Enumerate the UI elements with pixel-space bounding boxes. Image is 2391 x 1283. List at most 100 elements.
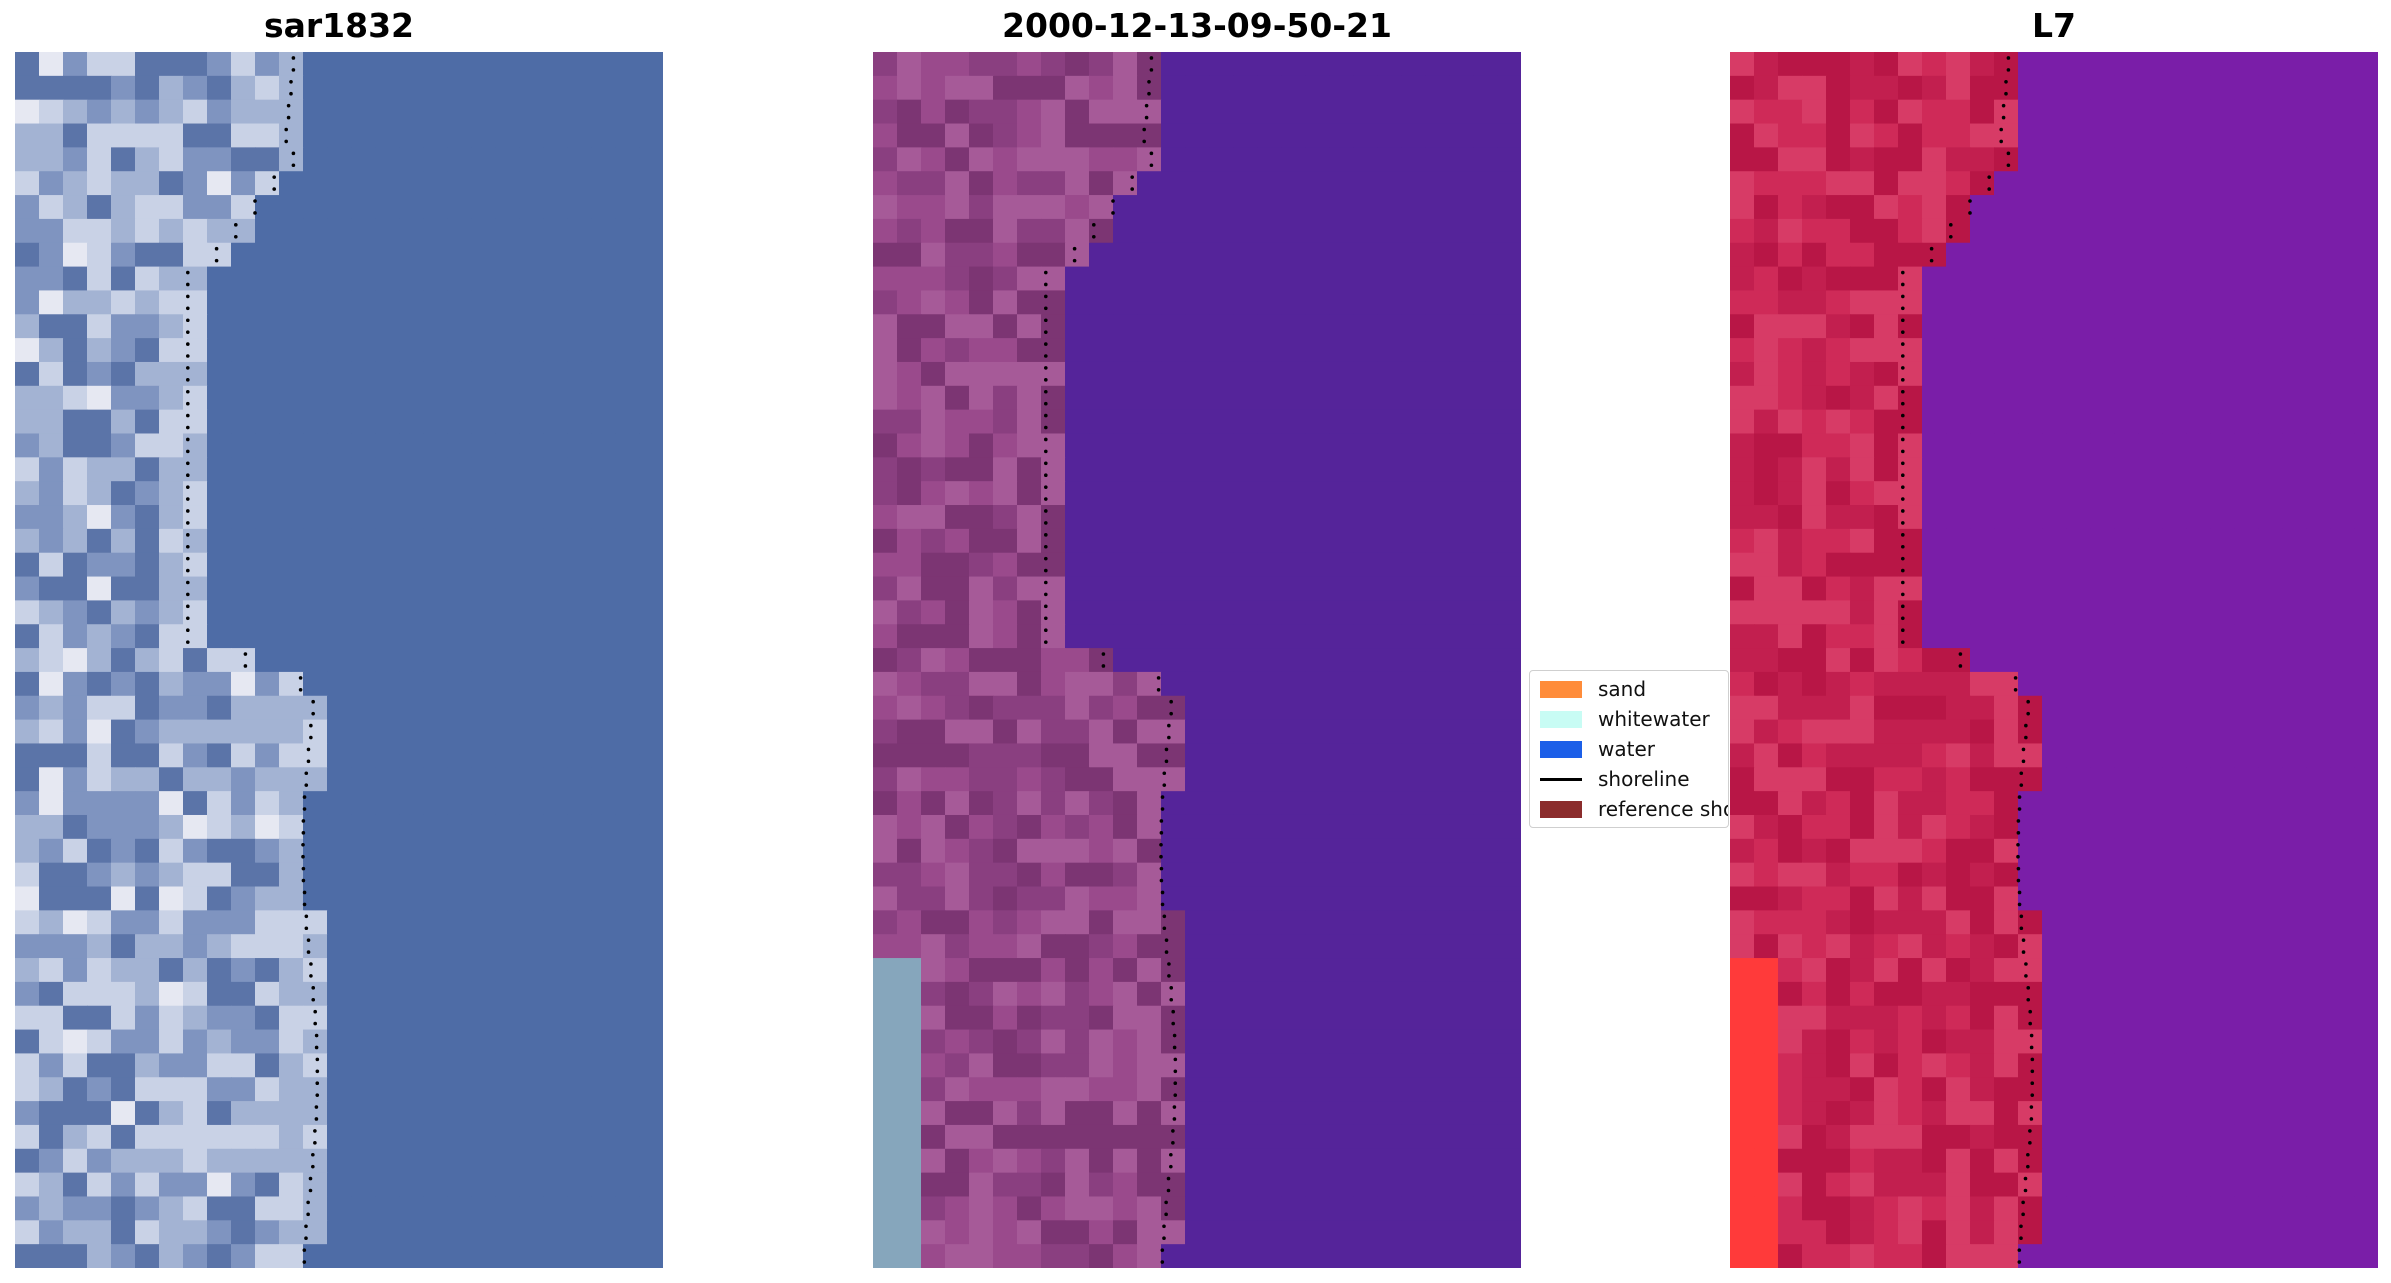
image-pixel <box>615 338 640 363</box>
image-pixel <box>1017 1244 1042 1268</box>
image-pixel <box>2138 1029 2163 1055</box>
image-pixel <box>1185 743 1210 768</box>
image-pixel <box>2186 481 2211 506</box>
image-pixel <box>1329 1172 1354 1198</box>
image-pixel <box>1065 1029 1090 1055</box>
image-pixel <box>1994 75 2019 101</box>
image-pixel <box>15 910 40 935</box>
image-pixel <box>1850 862 1875 888</box>
image-pixel <box>543 433 568 458</box>
shoreline-point <box>186 544 190 549</box>
image-pixel <box>1017 552 1042 578</box>
image-pixel <box>1257 1077 1282 1102</box>
image-pixel <box>2282 99 2307 125</box>
image-pixel <box>2282 1244 2307 1268</box>
image-pixel <box>1161 934 1186 959</box>
image-pixel <box>1233 123 1258 148</box>
image-pixel <box>1017 75 1042 101</box>
image-pixel <box>1041 481 1066 506</box>
image-pixel <box>1874 266 1899 292</box>
image-pixel <box>1353 457 1378 482</box>
image-pixel <box>159 171 184 196</box>
image-pixel <box>447 934 472 959</box>
image-pixel <box>1946 361 1971 387</box>
image-pixel <box>1065 886 1090 911</box>
image-pixel <box>255 457 280 482</box>
image-pixel <box>1065 123 1090 148</box>
image-pixel <box>639 958 663 983</box>
image-pixel <box>471 195 496 220</box>
shoreline-point <box>1160 1260 1165 1264</box>
water-swatch <box>1540 740 1582 758</box>
image-pixel <box>1497 481 1521 506</box>
image-pixel <box>1209 218 1234 244</box>
shoreline-point <box>286 103 291 108</box>
image-pixel <box>1041 52 1066 77</box>
image-pixel <box>2258 195 2283 220</box>
image-pixel <box>1425 99 1450 125</box>
image-pixel <box>1850 361 1875 387</box>
image-pixel <box>279 981 304 1007</box>
image-pixel <box>303 552 328 578</box>
image-pixel <box>351 934 376 959</box>
image-pixel <box>1137 99 1162 125</box>
image-pixel <box>2066 171 2091 196</box>
image-pixel <box>471 1029 496 1055</box>
image-pixel <box>1209 648 1234 673</box>
shoreline-point <box>1901 437 1905 442</box>
image-pixel <box>591 1005 616 1031</box>
image-pixel <box>921 552 946 578</box>
image-pixel <box>1281 481 1306 506</box>
image-pixel <box>1898 1172 1923 1198</box>
image-pixel <box>2210 409 2235 435</box>
image-pixel <box>2138 981 2163 1007</box>
image-pixel <box>2306 552 2331 578</box>
image-pixel <box>2258 1124 2283 1150</box>
image-pixel <box>1922 1148 1947 1174</box>
image-pixel <box>2042 695 2067 721</box>
image-pixel <box>969 242 994 268</box>
image-pixel <box>1994 1148 2019 1174</box>
image-pixel <box>615 147 640 172</box>
image-pixel <box>351 1244 376 1268</box>
image-pixel <box>1017 314 1042 339</box>
image-pixel <box>2138 886 2163 911</box>
image-pixel <box>1209 981 1234 1007</box>
image-pixel <box>1850 814 1875 840</box>
image-pixel <box>447 910 472 935</box>
image-pixel <box>471 1172 496 1198</box>
shoreline-point <box>291 56 296 60</box>
image-pixel <box>1874 600 1899 625</box>
image-pixel <box>1449 218 1474 244</box>
image-pixel <box>543 1077 568 1102</box>
image-pixel <box>135 1220 160 1245</box>
image-pixel <box>15 600 40 625</box>
image-pixel <box>2354 624 2378 649</box>
image-pixel <box>1137 433 1162 458</box>
image-pixel <box>1257 409 1282 435</box>
shoreline-point <box>311 997 316 1002</box>
image-pixel <box>873 624 898 649</box>
image-pixel <box>615 719 640 745</box>
image-pixel <box>2330 1053 2355 1078</box>
image-pixel <box>471 838 496 864</box>
image-pixel <box>2114 1196 2139 1221</box>
image-pixel <box>921 981 946 1007</box>
image-pixel <box>993 1101 1018 1126</box>
image-pixel <box>2210 75 2235 101</box>
image-pixel <box>1802 552 1827 578</box>
image-pixel <box>2138 791 2163 816</box>
image-pixel <box>39 648 64 673</box>
image-pixel <box>2186 552 2211 578</box>
image-pixel <box>873 838 898 864</box>
image-pixel <box>639 1124 663 1150</box>
image-pixel <box>351 791 376 816</box>
image-pixel <box>2234 242 2259 268</box>
image-pixel <box>2018 648 2043 673</box>
image-pixel <box>969 791 994 816</box>
shoreline-point <box>1162 783 1167 787</box>
image-pixel <box>1425 1148 1450 1174</box>
image-pixel <box>1754 123 1779 148</box>
image-pixel <box>39 695 64 721</box>
image-pixel <box>2162 743 2187 768</box>
